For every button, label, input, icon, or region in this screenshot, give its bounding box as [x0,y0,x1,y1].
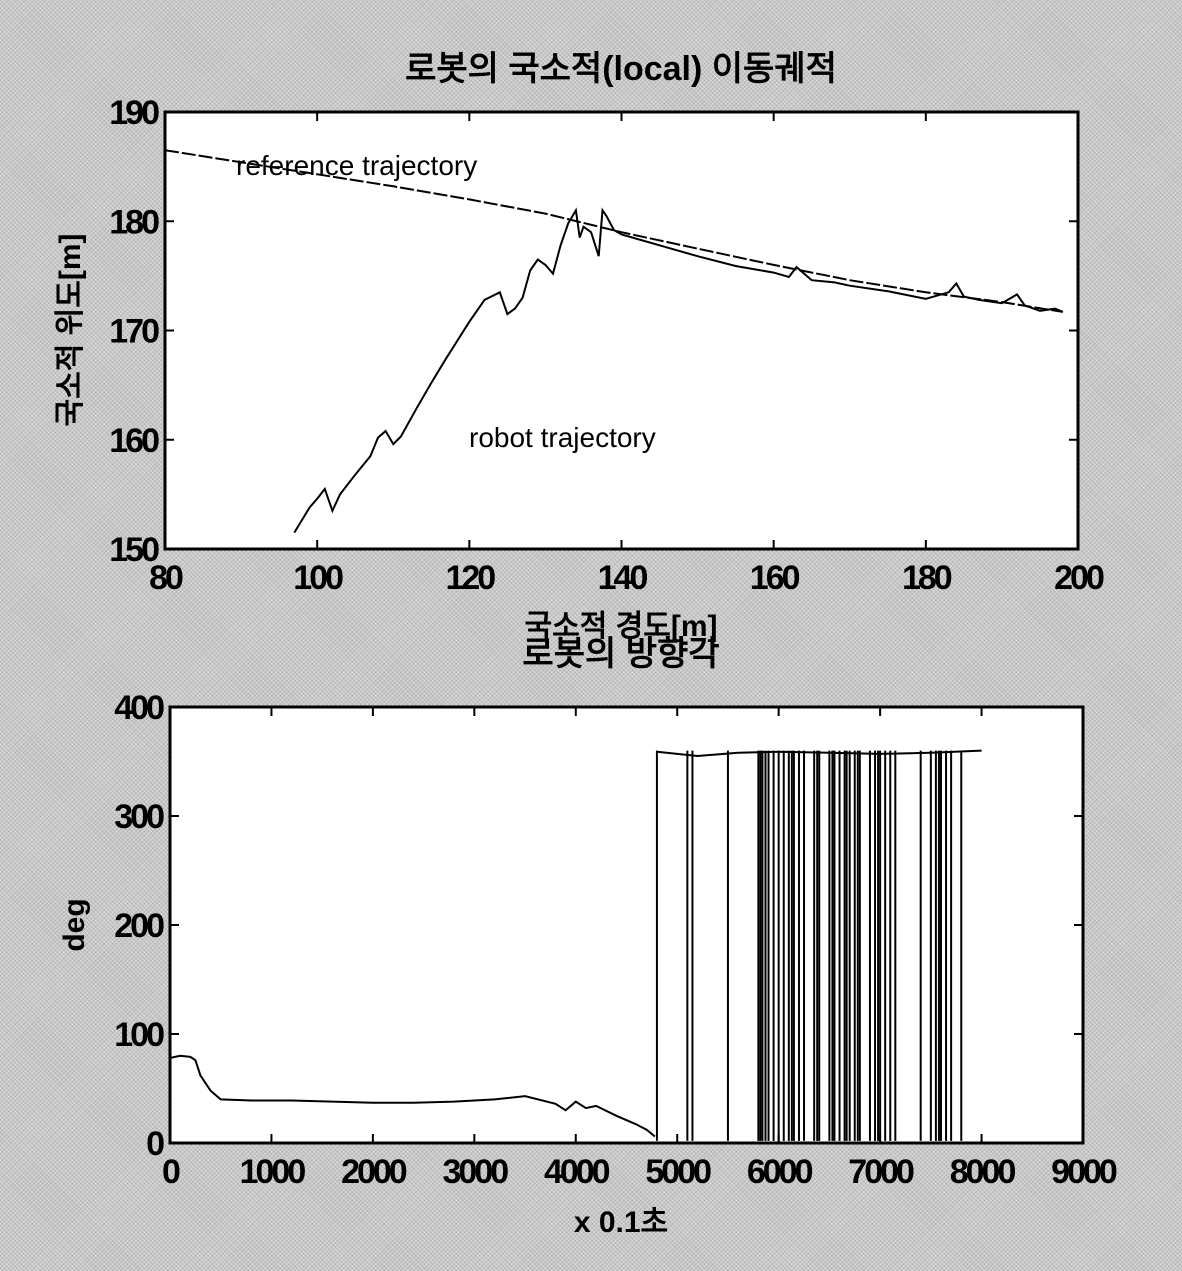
trajectory-x-axis-label: 국소적 경도[m] [525,610,718,643]
heading-y-tick-label: 200 [114,907,164,945]
heading-x-tick-label: 8000 [950,1153,1016,1191]
robot-trajectory-label: robot trajectory [469,422,656,453]
trajectory-chart: 로봇의 국소적(local) 이동궤적 국소적 경도[m] 국소적 위도[m] … [54,50,1107,643]
trajectory-y-tick-label: 150 [109,531,159,569]
heading-y-tick-label: 0 [146,1125,164,1163]
trajectory-series [164,149,1064,534]
trajectory-x-tick-label: 140 [598,559,648,597]
reference-trajectory-line [164,149,1063,313]
heading-series [169,749,982,1141]
heading-x-tick-label: 3000 [443,1153,509,1191]
trajectory-x-tick-label: 100 [293,559,343,597]
heading-chart: 로봇의 방향각 x 0.1초 deg 0 1000 2000 3000 4000 5000… [58,635,1120,1239]
trajectory-y-tick-label: 160 [109,422,159,460]
heading-x-tick-label: 2000 [341,1153,407,1191]
heading-x-tick-label: 9000 [1051,1153,1117,1191]
trajectory-y-tick-label: 170 [109,313,159,351]
heading-y-tick-label: 400 [114,689,164,727]
heading-x-tick-label: 4000 [544,1153,610,1191]
heading-y-tick-label: 100 [114,1016,164,1054]
heading-y-axis-label: deg [58,898,91,951]
heading-x-tick-label: 7000 [848,1153,914,1191]
trajectory-plot-area [163,110,1080,551]
heading-chart-title: 로봇의 방향각 [522,635,719,673]
trajectory-x-tick-label: 120 [445,559,495,597]
heading-y-tick-label: 300 [114,798,164,836]
trajectory-y-tick-label: 190 [109,94,159,132]
heading-low-line [169,1054,656,1138]
heading-x-tick-label: 5000 [645,1153,711,1191]
trajectory-chart-title: 로봇의 국소적(local) 이동궤적 [405,50,837,88]
heading-x-tick-label: 6000 [747,1153,813,1191]
trajectory-y-axis-label: 국소적 위도[m] [54,234,87,427]
trajectory-x-tick-label: 160 [750,559,800,597]
trajectory-tick-marks: 80 100 120 140 160 180 200 150 160 170 180 190 [109,94,1107,597]
trajectory-y-tick-label: 180 [109,203,159,241]
robot-trajectory-line [293,207,1064,534]
heading-x-tick-label: 1000 [240,1153,306,1191]
heading-x-tick-label: 0 [162,1153,180,1191]
trajectory-x-tick-label: 200 [1054,559,1104,597]
trajectory-x-tick-label: 80 [149,559,183,597]
heading-tick-marks: 0 1000 2000 3000 4000 5000 6000 7000 8000 9000 0 10… [114,689,1120,1191]
reference-trajectory-label: reference trajectory [236,150,477,181]
heading-x-axis-label: x 0.1초 [574,1206,668,1239]
trajectory-x-tick-label: 180 [902,559,952,597]
